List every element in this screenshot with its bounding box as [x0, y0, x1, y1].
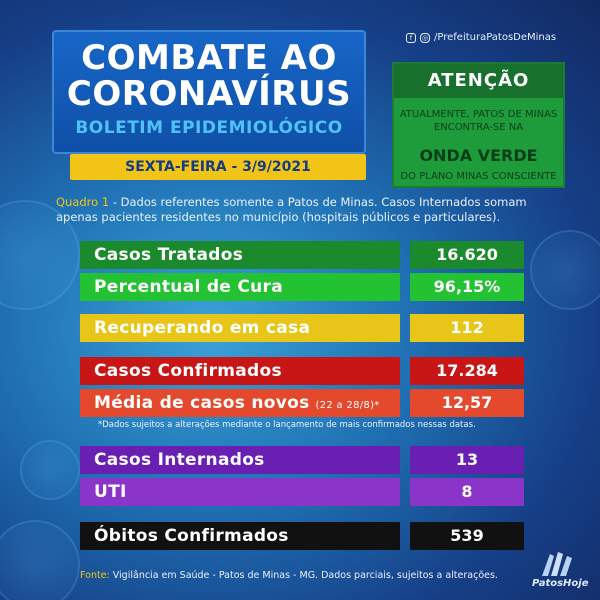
stat-value: 13	[410, 446, 524, 474]
attention-title: ATENÇÃO	[394, 64, 563, 98]
stat-label: Média de casos novos (22 a 28/8)*	[80, 389, 400, 417]
data-note: *Dados sujeitos a alterações mediante o …	[98, 420, 476, 430]
stat-value: 96,15%	[410, 273, 524, 301]
virus-decoration	[0, 520, 80, 600]
title-box: COMBATE AO CORONAVÍRUS BOLETIM EPIDEMIOL…	[52, 30, 366, 154]
intro-body: - Dados referentes somente a Patos de Mi…	[56, 195, 527, 224]
date-banner: SEXTA-FEIRA - 3/9/2021	[70, 154, 366, 180]
stat-sublabel: (22 a 28/8)*	[315, 400, 380, 411]
stat-value: 539	[410, 522, 524, 550]
attention-text-2: DO PLANO MINAS CONSCIENTE	[400, 171, 557, 182]
stat-value: 8	[410, 478, 524, 506]
instagram-icon: ◎	[420, 32, 430, 43]
footer-label: Fonte:	[80, 570, 110, 581]
patoshoje-logo-text: PatosHoje	[532, 578, 589, 589]
facebook-icon: f	[406, 32, 416, 43]
stat-label: UTI	[80, 478, 400, 506]
stat-label: Óbitos Confirmados	[80, 522, 400, 550]
virus-decoration	[20, 440, 80, 500]
stat-value: 17.284	[410, 357, 524, 385]
attention-box: ATENÇÃO ATUALMENTE, PATOS DE MINAS ENCON…	[392, 62, 565, 188]
stat-label: Casos Tratados	[80, 241, 400, 269]
virus-decoration	[530, 230, 600, 310]
stat-value: 16.620	[410, 241, 524, 269]
stat-label: Percentual de Cura	[80, 273, 400, 301]
stat-value: 112	[410, 314, 524, 342]
attention-highlight: ONDA VERDE	[419, 146, 538, 165]
social-handle[interactable]: f ◎ /PrefeituraPatosDeMinas	[406, 32, 556, 43]
stat-label: Casos Confirmados	[80, 357, 400, 385]
title-line-2: CORONAVÍRUS	[66, 74, 352, 114]
attention-text-1: ATUALMENTE, PATOS DE MINAS ENCONTRA-SE N…	[399, 109, 558, 133]
intro-label: Quadro 1	[56, 195, 110, 209]
intro-text: Quadro 1 - Dados referentes somente a Pa…	[56, 195, 556, 225]
subtitle: BOLETIM EPIDEMIOLÓGICO	[75, 118, 343, 138]
social-handle-text: /PrefeituraPatosDeMinas	[434, 32, 557, 43]
footer-text: Vigilância em Saúde - Patos de Minas - M…	[109, 570, 498, 581]
stat-label: Casos Internados	[80, 446, 400, 474]
stat-value: 12,57	[410, 389, 524, 417]
title-line-1: COMBATE AO	[81, 38, 337, 78]
header-block: COMBATE AO CORONAVÍRUS BOLETIM EPIDEMIOL…	[52, 30, 366, 180]
stat-label: Recuperando em casa	[80, 314, 400, 342]
patoshoje-logo-icon	[542, 552, 572, 576]
source-footer: Fonte: Vigilância em Saúde - Patos de Mi…	[80, 570, 498, 581]
